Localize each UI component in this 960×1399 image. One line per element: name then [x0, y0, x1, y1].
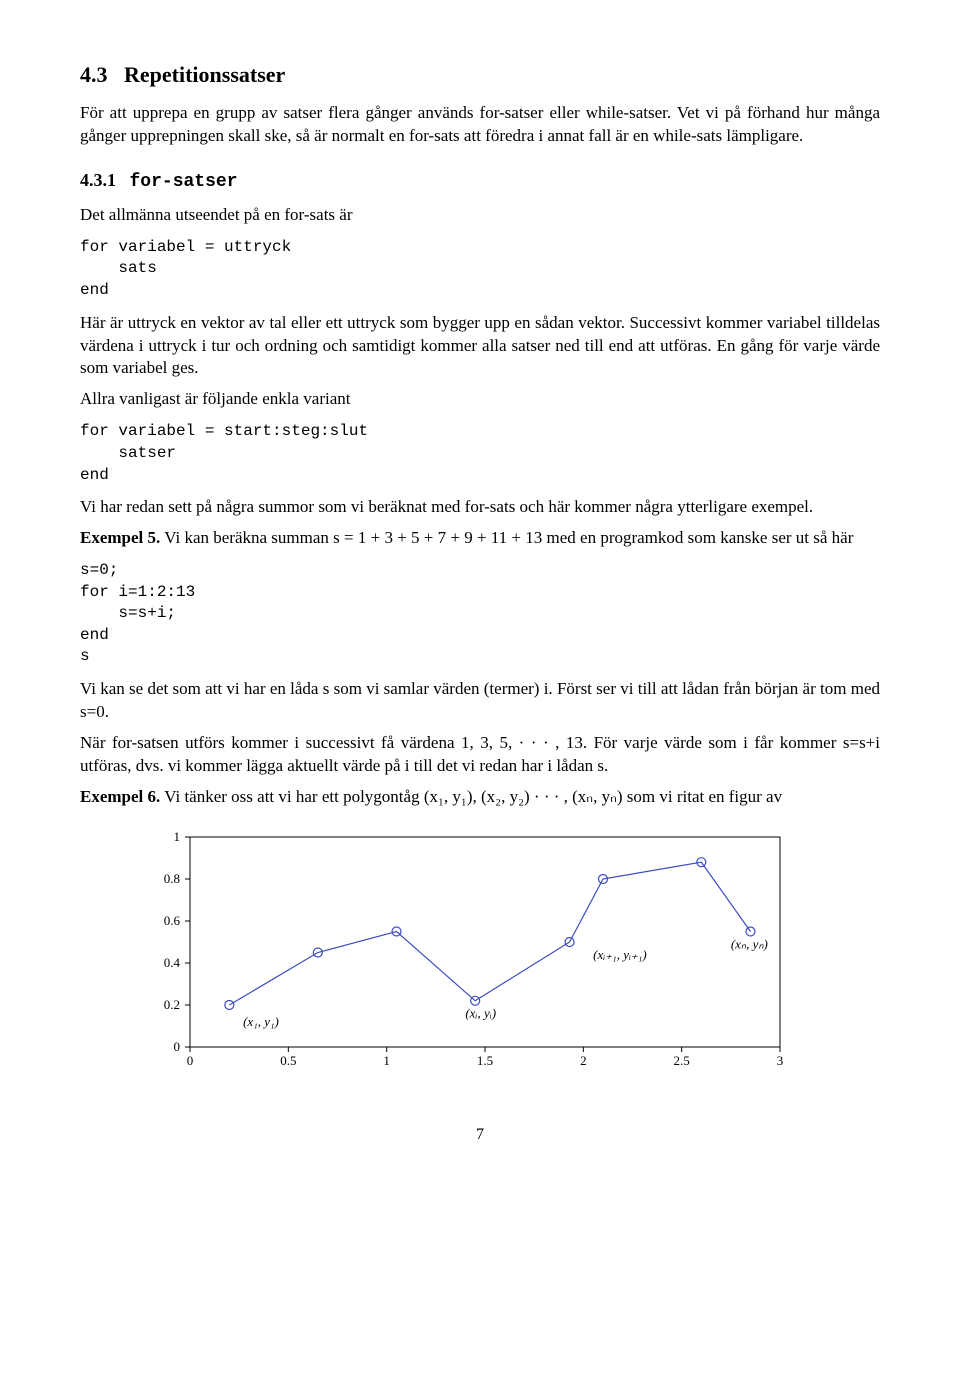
polygon-svg: 0 0.5 1 1.5 2 2.5 3 0 0.2 0.4 0.6 0.8 1 (x₁, y₁) (xᵢ, … [140, 827, 790, 1077]
example-5-p2: Vi kan se det som att vi har en låda s s… [80, 678, 880, 724]
section-heading: 4.3 Repetitionssatser [80, 60, 880, 90]
svg-text:0: 0 [187, 1053, 194, 1068]
sub-p1: Det allmänna utseendet på en for-sats är [80, 204, 880, 227]
sub-p2: Här är uttryck en vektor av tal eller et… [80, 312, 880, 381]
polygon-chart: 0 0.5 1 1.5 2 2.5 3 0 0.2 0.4 0.6 0.8 1 (x₁, y₁) (xᵢ, … [140, 827, 880, 1084]
subsection-title: for-satser [130, 172, 238, 192]
svg-text:(xᵢ, yᵢ): (xᵢ, yᵢ) [465, 1005, 496, 1020]
svg-text:0.2: 0.2 [164, 997, 180, 1012]
code-block-2: for variabel = start:steg:slut satser en… [80, 421, 880, 486]
example-5-p3: När for-satsen utförs kommer i successiv… [80, 732, 880, 778]
svg-text:(xᵢ₊₁, yᵢ₊₁): (xᵢ₊₁, yᵢ₊₁) [593, 946, 647, 961]
example-6-label: Exempel 6. [80, 787, 160, 806]
section-intro: För att upprepa en grupp av satser flera… [80, 102, 880, 148]
code-block-3: s=0; for i=1:2:13 s=s+i; end s [80, 560, 880, 668]
sub-p4: Vi har redan sett på några summor som vi… [80, 496, 880, 519]
section-title: Repetitionssatser [124, 62, 285, 87]
svg-text:2.5: 2.5 [674, 1053, 690, 1068]
sub-p3: Allra vanligast är följande enkla varian… [80, 388, 880, 411]
svg-text:1: 1 [174, 829, 181, 844]
svg-text:2: 2 [580, 1053, 587, 1068]
svg-text:0: 0 [174, 1039, 181, 1054]
code-block-1: for variabel = uttryck sats end [80, 237, 880, 302]
svg-text:1.5: 1.5 [477, 1053, 493, 1068]
example-6: Exempel 6. Vi tänker oss att vi har ett … [80, 786, 880, 809]
svg-text:1: 1 [383, 1053, 390, 1068]
svg-text:0.4: 0.4 [164, 955, 181, 970]
example-5: Exempel 5. Vi kan beräkna summan s = 1 +… [80, 527, 880, 550]
subsection-heading: 4.3.1 for-satser [80, 168, 880, 194]
example-5-label: Exempel 5. [80, 528, 160, 547]
subsection-number: 4.3.1 [80, 170, 116, 190]
svg-text:0.8: 0.8 [164, 871, 180, 886]
svg-text:3: 3 [777, 1053, 784, 1068]
example-6-text: Vi tänker oss att vi har ett polygontåg … [160, 787, 782, 806]
page-number: 7 [80, 1124, 880, 1146]
svg-text:0.6: 0.6 [164, 913, 181, 928]
example-5-text: Vi kan beräkna summan s = 1 + 3 + 5 + 7 … [160, 528, 853, 547]
svg-text:(x₁, y₁): (x₁, y₁) [243, 1014, 279, 1029]
section-number: 4.3 [80, 62, 108, 87]
svg-text:(xₙ, yₙ): (xₙ, yₙ) [731, 936, 768, 951]
svg-text:0.5: 0.5 [280, 1053, 296, 1068]
